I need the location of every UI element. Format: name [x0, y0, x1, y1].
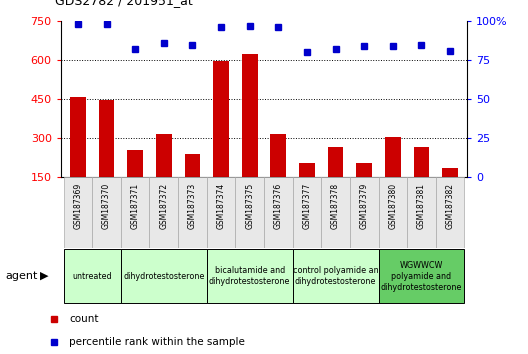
- Bar: [242, 54, 258, 177]
- FancyBboxPatch shape: [293, 249, 379, 303]
- Text: agent: agent: [5, 271, 37, 281]
- Text: GSM187380: GSM187380: [388, 183, 398, 229]
- Text: GSM187381: GSM187381: [417, 183, 426, 229]
- FancyBboxPatch shape: [63, 177, 92, 248]
- Text: GSM187379: GSM187379: [360, 183, 369, 229]
- Bar: [99, 101, 115, 177]
- FancyBboxPatch shape: [379, 249, 465, 303]
- Bar: [270, 134, 286, 177]
- FancyBboxPatch shape: [436, 177, 465, 248]
- Bar: [356, 163, 372, 177]
- FancyBboxPatch shape: [207, 249, 293, 303]
- Bar: [213, 62, 229, 177]
- Bar: [156, 134, 172, 177]
- Text: GSM187370: GSM187370: [102, 183, 111, 229]
- Text: count: count: [69, 314, 98, 324]
- FancyBboxPatch shape: [149, 177, 178, 248]
- FancyBboxPatch shape: [178, 177, 207, 248]
- Text: GSM187378: GSM187378: [331, 183, 340, 229]
- FancyBboxPatch shape: [293, 177, 321, 248]
- FancyBboxPatch shape: [63, 249, 121, 303]
- Text: ▶: ▶: [40, 271, 48, 281]
- FancyBboxPatch shape: [121, 249, 207, 303]
- Text: GSM187369: GSM187369: [73, 183, 82, 229]
- FancyBboxPatch shape: [407, 177, 436, 248]
- Text: GSM187382: GSM187382: [446, 183, 455, 229]
- Text: GSM187376: GSM187376: [274, 183, 283, 229]
- Text: GSM187375: GSM187375: [245, 183, 254, 229]
- FancyBboxPatch shape: [379, 177, 407, 248]
- Text: GSM187372: GSM187372: [159, 183, 168, 229]
- Text: bicalutamide and
dihydrotestosterone: bicalutamide and dihydrotestosterone: [209, 266, 290, 286]
- Text: GSM187373: GSM187373: [188, 183, 197, 229]
- FancyBboxPatch shape: [321, 177, 350, 248]
- Text: percentile rank within the sample: percentile rank within the sample: [69, 337, 245, 347]
- FancyBboxPatch shape: [264, 177, 293, 248]
- Bar: [127, 150, 143, 177]
- Bar: [442, 168, 458, 177]
- Text: GSM187374: GSM187374: [216, 183, 225, 229]
- Bar: [185, 154, 200, 177]
- Text: dihydrotestosterone: dihydrotestosterone: [123, 272, 204, 281]
- Bar: [299, 163, 315, 177]
- Text: WGWWCW
polyamide and
dihydrotestosterone: WGWWCW polyamide and dihydrotestosterone: [381, 261, 462, 292]
- Text: untreated: untreated: [72, 272, 112, 281]
- FancyBboxPatch shape: [92, 177, 121, 248]
- FancyBboxPatch shape: [350, 177, 379, 248]
- Text: control polyamide an
dihydrotestosterone: control polyamide an dihydrotestosterone: [293, 266, 379, 286]
- Text: GDS2782 / 201951_at: GDS2782 / 201951_at: [55, 0, 193, 7]
- Bar: [385, 137, 401, 177]
- FancyBboxPatch shape: [235, 177, 264, 248]
- FancyBboxPatch shape: [121, 177, 149, 248]
- Bar: [328, 147, 343, 177]
- Text: GSM187371: GSM187371: [130, 183, 140, 229]
- Bar: [70, 97, 86, 177]
- Text: GSM187377: GSM187377: [303, 183, 312, 229]
- FancyBboxPatch shape: [207, 177, 235, 248]
- Bar: [413, 147, 429, 177]
